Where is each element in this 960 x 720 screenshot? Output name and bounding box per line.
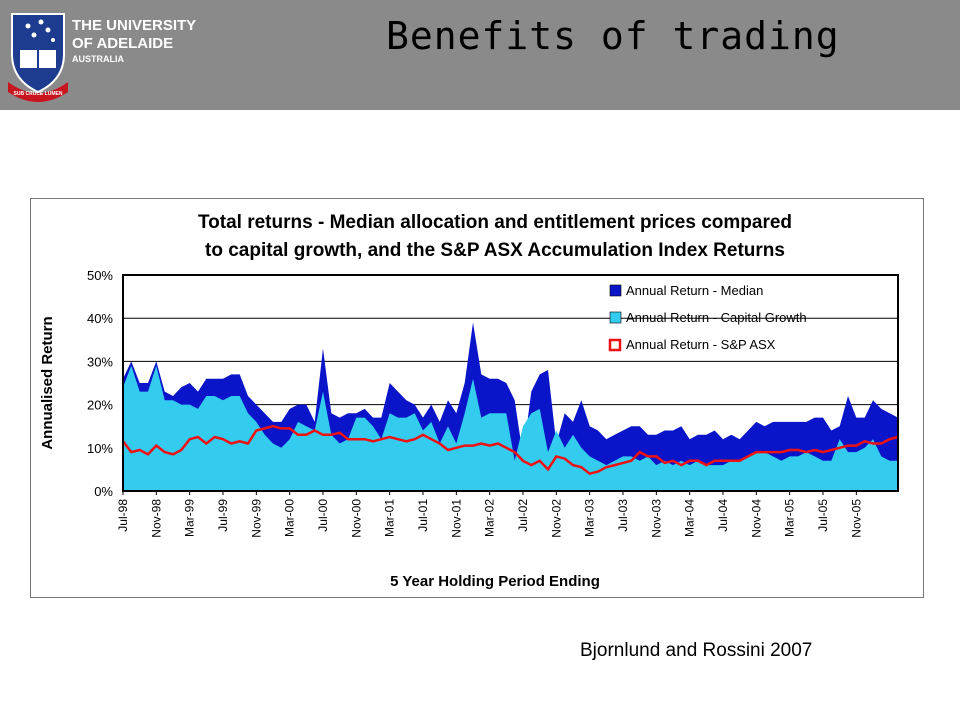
- plot-area-border: [122, 274, 899, 492]
- x-tick-label: Nov-99: [249, 499, 263, 538]
- chart-title-line2: to capital growth, and the S&P ASX Accum…: [205, 240, 785, 261]
- legend-swatch: [608, 338, 622, 352]
- x-tick-label: Nov-03: [649, 499, 663, 538]
- y-tick-label: 50%: [87, 268, 113, 283]
- area-chart: Total returns - Median allocation and en…: [39, 212, 899, 590]
- chart-title-line1: Total returns - Median allocation and en…: [198, 212, 792, 233]
- capital-growth-area-series: [123, 365, 898, 491]
- x-tick-label: Nov-00: [349, 499, 363, 538]
- y-tick-label: 40%: [87, 311, 113, 326]
- legend-swatch: [609, 311, 622, 324]
- x-tick-label: Nov-04: [749, 499, 763, 538]
- x-tick-label: Mar-03: [583, 499, 597, 537]
- y-axis-title: Annualised Return: [39, 316, 56, 449]
- x-tick-label: Jul-02: [516, 499, 530, 532]
- legend-item-median: Annual Return - Median: [609, 283, 763, 298]
- x-tick-label: Jul-99: [216, 499, 230, 532]
- y-tick-label: 20%: [87, 398, 113, 413]
- logo-line2: OF ADELAIDE: [72, 35, 173, 52]
- y-tick-label: 10%: [87, 441, 113, 456]
- legend-label: Annual Return - Capital Growth: [626, 310, 807, 325]
- x-tick-label: Jul-05: [816, 499, 830, 532]
- x-tick-label: Mar-01: [383, 499, 397, 537]
- legend-label: Annual Return - S&P ASX: [626, 337, 776, 352]
- citation: Bjornlund and Rossini 2007: [580, 640, 813, 661]
- x-tick-label: Nov-98: [149, 499, 163, 538]
- legend-swatch: [609, 284, 622, 297]
- y-tick-label: 30%: [87, 354, 113, 369]
- legend-item-capital-growth: Annual Return - Capital Growth: [609, 310, 807, 325]
- university-logo: SUB CRUCE LUMEN THE UNIVERSITY OF ADELAI…: [8, 13, 196, 102]
- x-tick-label: Mar-04: [683, 499, 697, 537]
- logo-motto: SUB CRUCE LUMEN: [14, 91, 63, 97]
- crest-motto-banner: [8, 82, 68, 102]
- x-tick-label: Mar-05: [783, 499, 797, 537]
- x-tick-label: Nov-05: [849, 499, 863, 538]
- legend-label: Annual Return - Median: [626, 283, 763, 298]
- asx-line-series: [122, 424, 899, 476]
- logo-line1: THE UNIVERSITY: [72, 17, 196, 34]
- x-tick-label: Nov-02: [549, 499, 563, 538]
- slide-title: Benefits of trading: [386, 14, 840, 58]
- x-tick-label: Jul-03: [616, 499, 630, 532]
- x-tick-label: Mar-02: [483, 499, 497, 537]
- logo-line3: AUSTRALIA: [72, 54, 124, 64]
- slide-header: SUB CRUCE LUMEN THE UNIVERSITY OF ADELAI…: [0, 0, 960, 110]
- x-tick-label: Jul-98: [116, 499, 130, 532]
- x-tick-label: Mar-00: [283, 499, 297, 537]
- x-tick-label: Jul-00: [316, 499, 330, 532]
- x-tick-label: Nov-01: [449, 499, 463, 538]
- x-axis-title: 5 Year Holding Period Ending: [390, 573, 600, 590]
- x-tick-label: Jul-01: [416, 499, 430, 532]
- legend-item-asx: Annual Return - S&P ASX: [608, 337, 776, 352]
- legend: Annual Return - Median Annual Return - Ca…: [608, 283, 807, 352]
- x-tick-label: Jul-04: [716, 499, 730, 532]
- y-tick-label: 0%: [94, 484, 113, 499]
- chart-frame: Total returns - Median allocation and en…: [30, 198, 924, 598]
- x-tick-label: Mar-99: [183, 499, 197, 537]
